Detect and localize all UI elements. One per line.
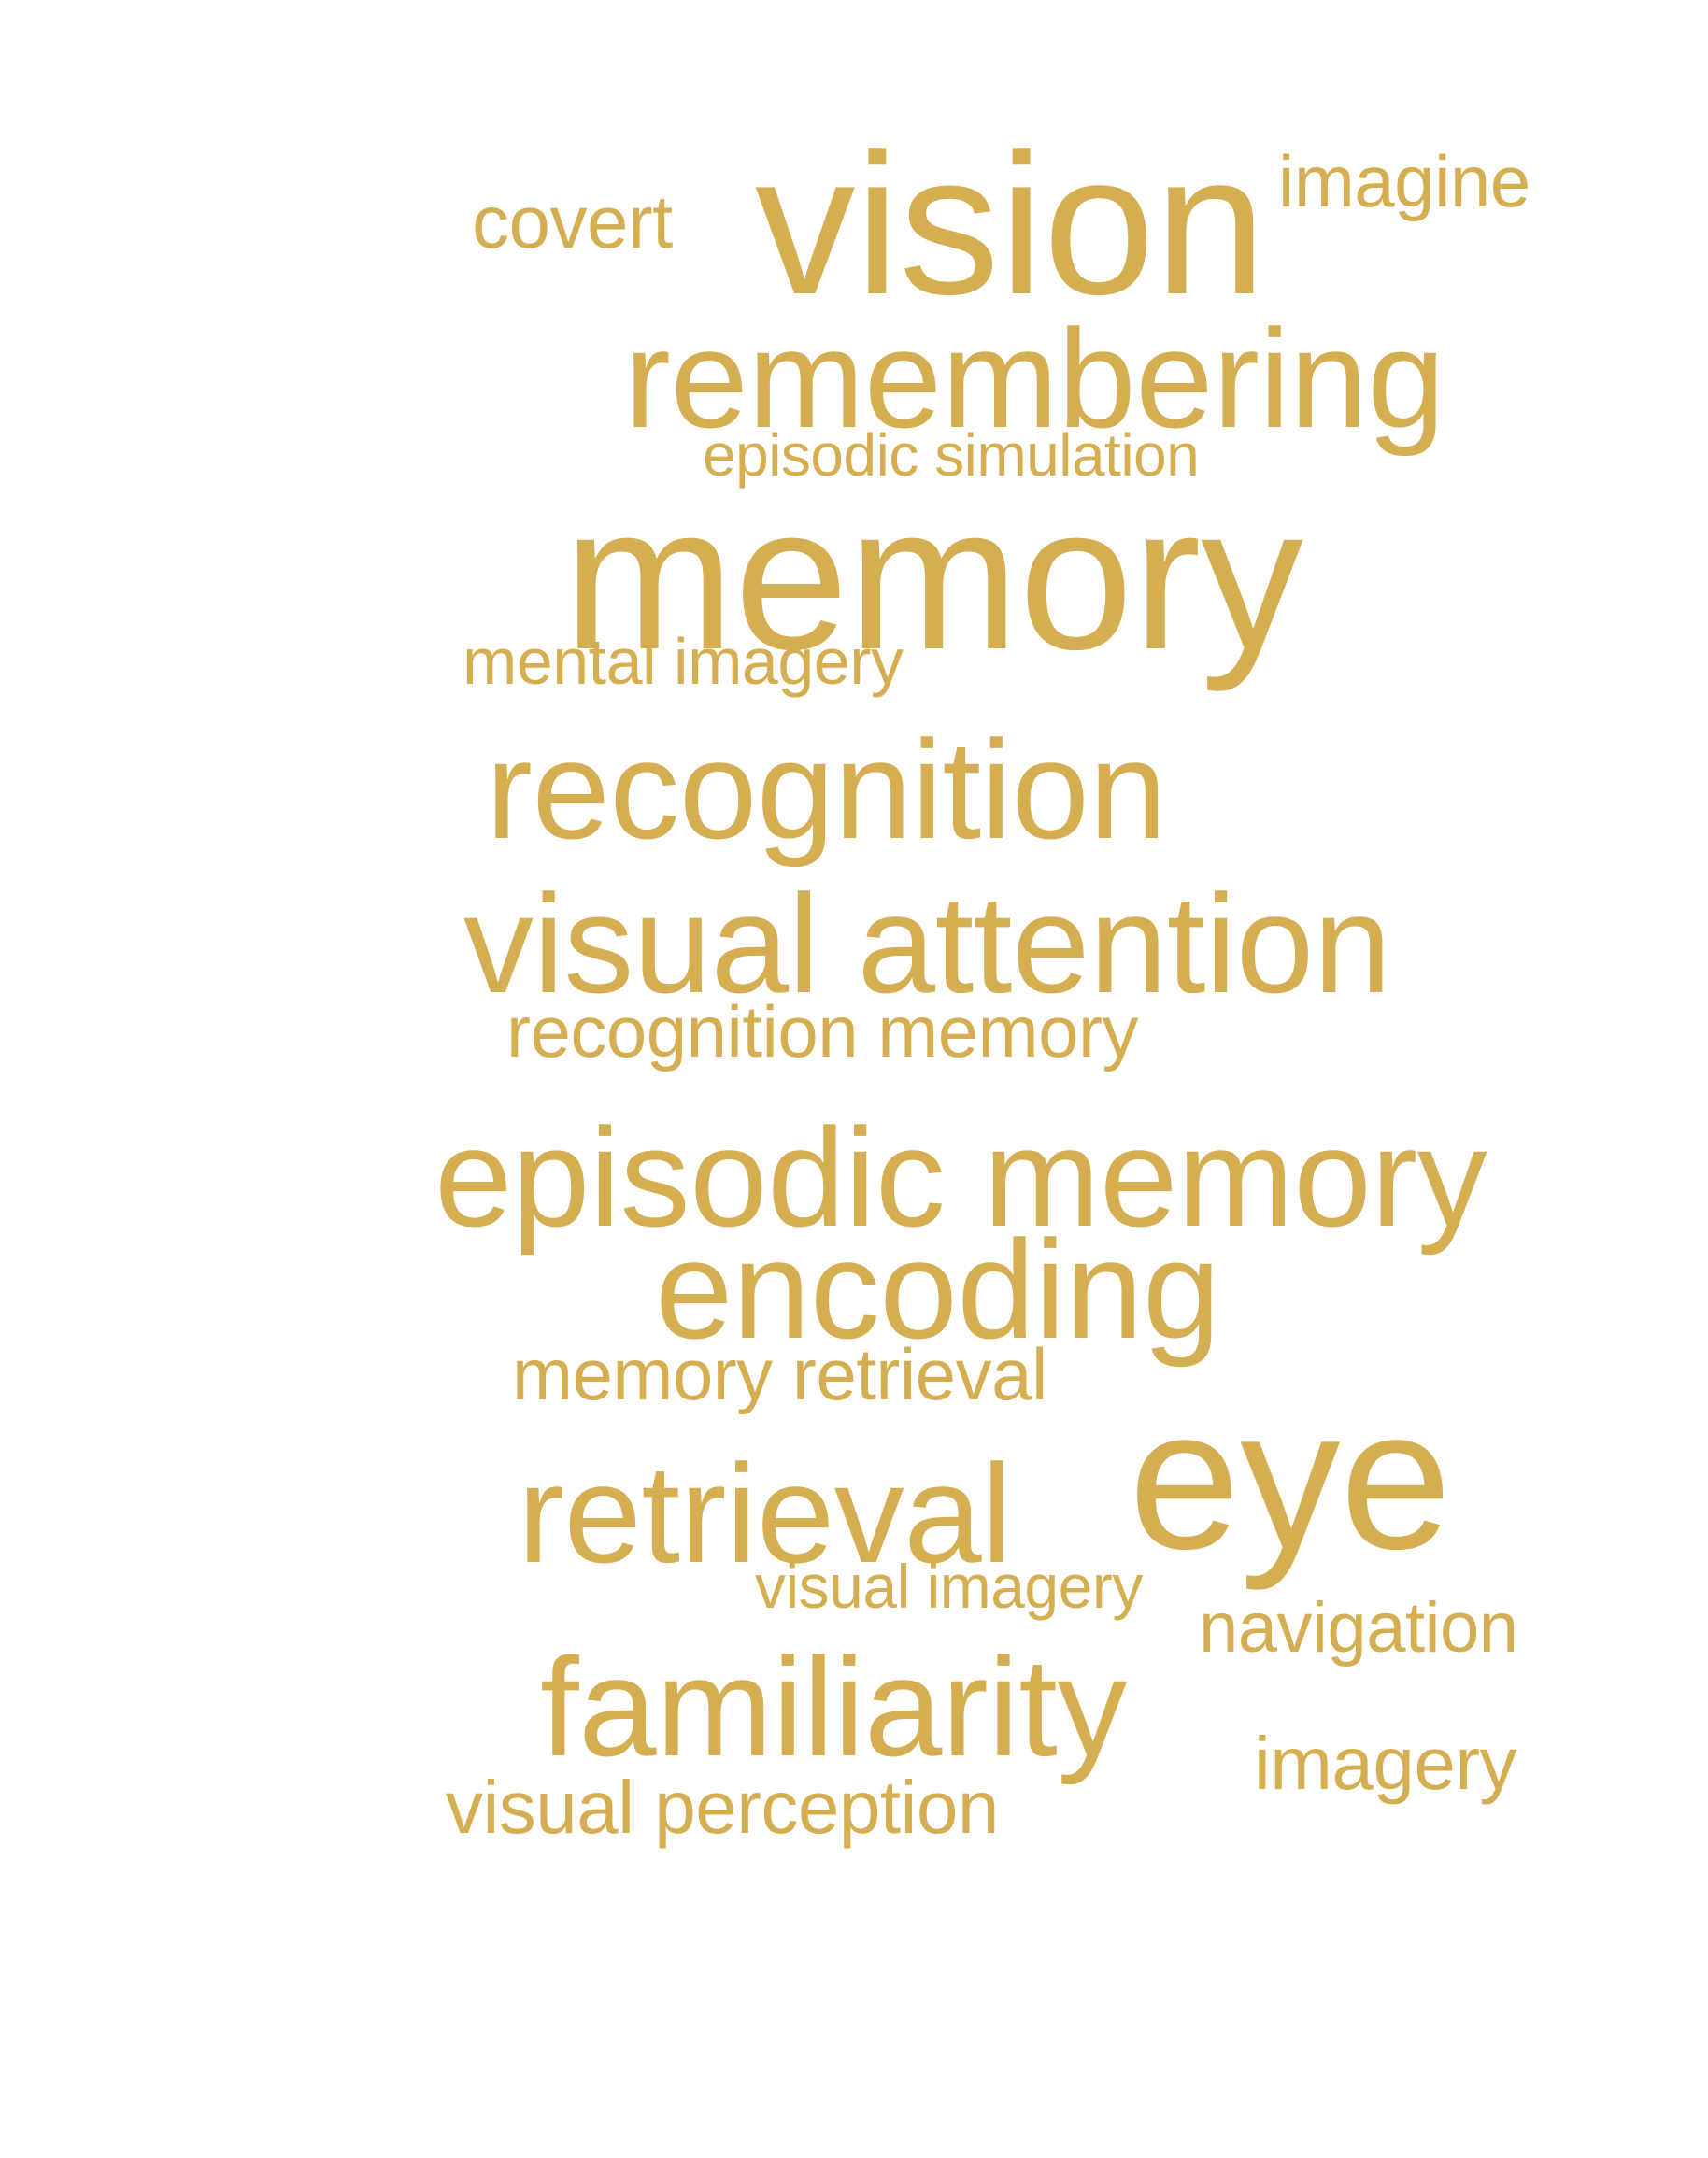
word-visual-imagery: visual imagery <box>755 1552 1143 1621</box>
word-eye: eye <box>1129 1366 1452 1591</box>
word-recognition: recognition <box>486 711 1167 868</box>
word-retrieval: retrieval <box>518 1435 1013 1592</box>
word-memory-retrieval: memory retrieval <box>512 1333 1047 1415</box>
word-navigation: navigation <box>1199 1588 1518 1668</box>
word-encoding: encoding <box>655 1211 1220 1368</box>
word-mental-imagery: mental imagery <box>463 625 904 698</box>
word-memory: memory <box>563 462 1303 692</box>
word-vision: vision <box>755 111 1266 336</box>
word-remembering: remembering <box>624 300 1445 457</box>
word-episodic-memory: episodic memory <box>434 1099 1487 1256</box>
word-recognition-memory: recognition memory <box>506 990 1138 1072</box>
word-familiarity: familiarity <box>540 1628 1127 1785</box>
word-covert: covert <box>472 180 673 263</box>
word-imagery: imagery <box>1254 1722 1517 1805</box>
word-episodic-simulation: episodic simulation <box>703 421 1200 489</box>
word-visual-attention: visual attention <box>463 865 1391 1022</box>
word-visual-perception: visual perception <box>446 1766 999 1849</box>
word-imagine: imagine <box>1278 140 1530 222</box>
